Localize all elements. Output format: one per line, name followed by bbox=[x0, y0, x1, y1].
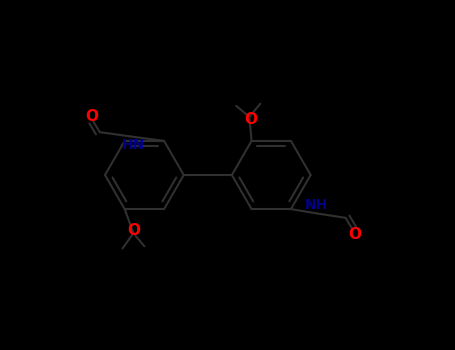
Text: HN: HN bbox=[121, 138, 145, 152]
Text: O: O bbox=[127, 223, 140, 238]
Text: O: O bbox=[244, 112, 257, 127]
Text: NH: NH bbox=[304, 198, 328, 212]
Text: O: O bbox=[86, 109, 98, 124]
Text: O: O bbox=[348, 226, 361, 242]
